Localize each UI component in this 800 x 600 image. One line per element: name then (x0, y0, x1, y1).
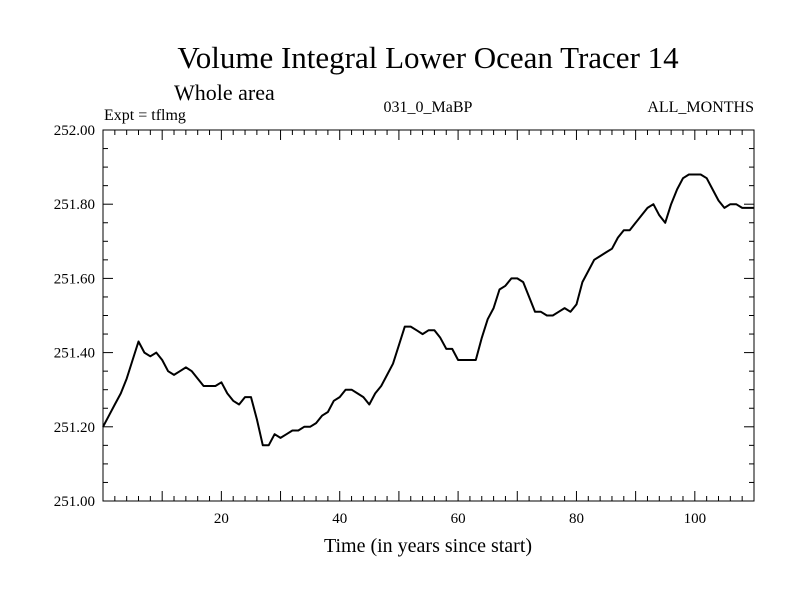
x-tick-label: 40 (332, 511, 347, 527)
x-tick-label: 20 (214, 511, 229, 527)
chart-subtitle: Whole area (174, 80, 275, 105)
x-tick-label: 100 (684, 511, 707, 527)
right-label: ALL_MONTHS (647, 99, 754, 116)
y-tick-label: 251.40 (54, 346, 95, 362)
center-label: 031_0_MaBP (384, 99, 473, 116)
x-tick-label: 60 (451, 511, 466, 527)
chart-title: Volume Integral Lower Ocean Tracer 14 (177, 40, 679, 75)
y-tick-labels: 251.00 251.20 251.40 251.60 251.80 252.00 (54, 123, 95, 510)
y-tick-label: 251.60 (54, 271, 95, 287)
axis-ticks (102, 129, 755, 502)
x-tick-label: 80 (569, 511, 584, 527)
series-line-tracer14 (102, 173, 754, 447)
plot-frame (102, 129, 755, 502)
y-tick-label: 251.00 (54, 494, 95, 510)
x-tick-labels: 20 40 60 80 100 (214, 511, 706, 527)
y-tick-label: 252.00 (54, 123, 95, 139)
x-axis-label: Time (in years since start) (324, 535, 532, 557)
y-tick-label: 251.80 (54, 197, 95, 213)
expt-label: Expt = tflmg (104, 107, 186, 124)
y-tick-label: 251.20 (54, 420, 95, 436)
